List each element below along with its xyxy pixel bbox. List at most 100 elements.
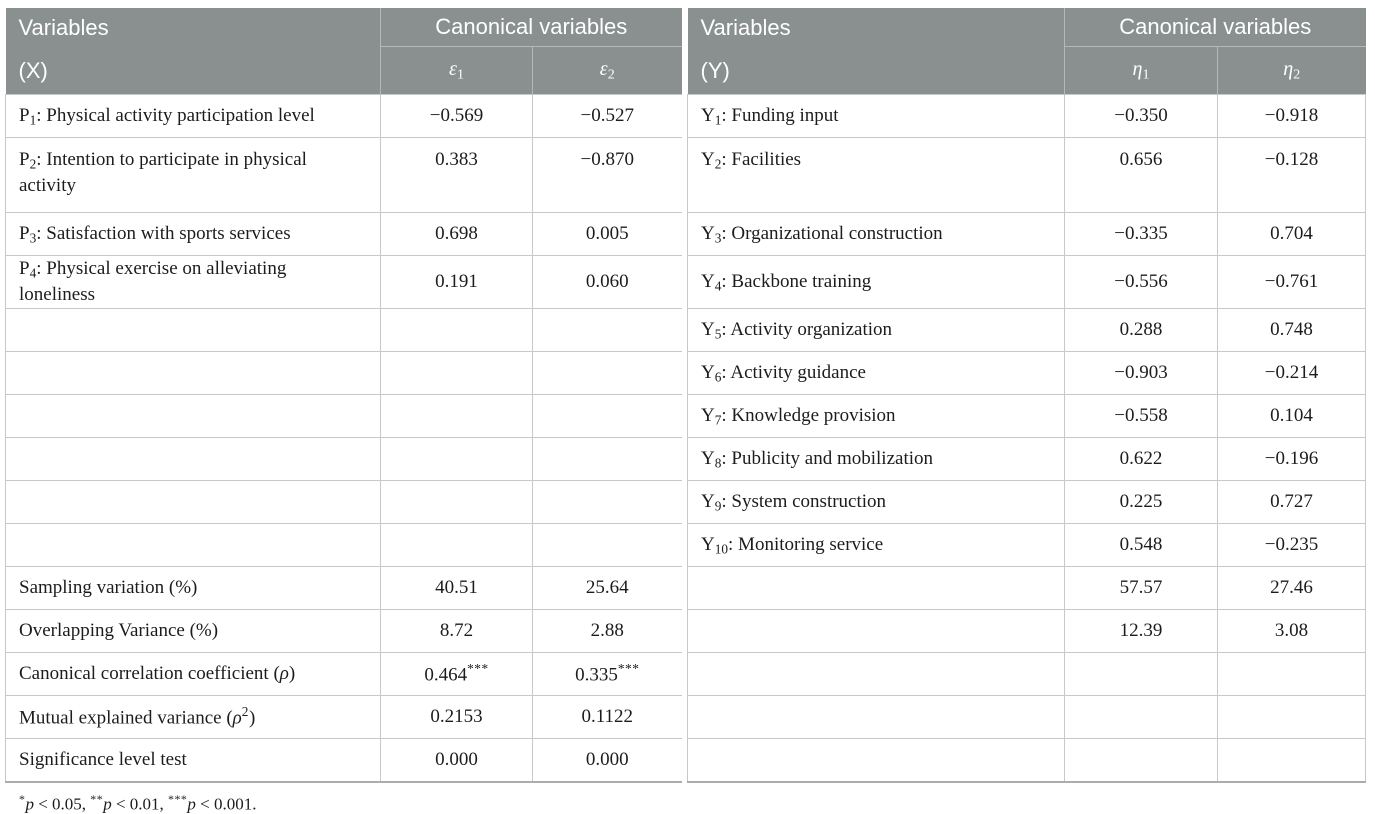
table-row: Y10: Monitoring service 0.548 −0.235: [5, 522, 1366, 567]
epsilon1-value: 0.000: [380, 737, 533, 783]
epsilon1-value: 0.2153: [380, 694, 533, 739]
y-variable-label: [687, 565, 1065, 610]
eta2-value: 0.704: [1217, 212, 1366, 256]
eta1-value: −0.558: [1064, 393, 1218, 438]
x-variable-label: Canonical correlation coefficient (ρ): [5, 651, 381, 696]
epsilon1-value: [380, 393, 533, 438]
header-variables-y-line2: (Y): [700, 57, 730, 83]
y-variable-label: Y8: Publicity and mobilization: [687, 436, 1065, 481]
epsilon1-value: −0.569: [380, 94, 533, 138]
eta1-value: 57.57: [1064, 565, 1218, 610]
epsilon2-value: 25.64: [532, 565, 682, 610]
table-row: Sampling variation (%) 40.51 25.64 57.57 27.…: [5, 565, 1366, 610]
table-split-gap: [681, 137, 688, 213]
table-header: Variables (X) Canonical variables Variab…: [5, 8, 1366, 95]
x-variable-label: Sampling variation (%): [5, 565, 381, 610]
eta2-value: −0.196: [1217, 436, 1366, 481]
eta2-value: 0.104: [1217, 393, 1366, 438]
x-variable-label: Significance level test: [5, 737, 381, 783]
table-split-gap: [681, 695, 688, 739]
epsilon2-value: [532, 350, 682, 395]
epsilon1-value: 40.51: [380, 565, 533, 610]
eta2-value: −0.235: [1217, 522, 1366, 567]
y-variable-label: Y4: Backbone training: [687, 255, 1065, 309]
table-split-gap: [681, 351, 688, 395]
y-variable-label: [687, 694, 1065, 739]
table-split-gap: [681, 308, 688, 352]
x-variable-label: [5, 479, 381, 524]
eta2-value: 27.46: [1217, 565, 1366, 610]
eta1-value: −0.335: [1064, 212, 1218, 256]
header-variables-y: Variables (Y): [687, 8, 1065, 95]
table-row: P2: Intention to participate in physical…: [5, 137, 1366, 213]
y-variable-label: Y9: System construction: [687, 479, 1065, 524]
y-variable-label: Y3: Organizational construction: [687, 212, 1065, 256]
header-eta1: η1: [1064, 46, 1218, 95]
table-row: Y8: Publicity and mobilization 0.622 −0.19…: [5, 436, 1366, 481]
eta1-value: −0.556: [1064, 255, 1218, 309]
eta2-value: −0.214: [1217, 350, 1366, 395]
epsilon1-value: [380, 307, 533, 352]
epsilon2-value: 2.88: [532, 608, 682, 653]
epsilon1-value: [380, 522, 533, 567]
eta1-value: 0.225: [1064, 479, 1218, 524]
eta1-value: 0.622: [1064, 436, 1218, 481]
canonical-correlation-table: Variables (X) Canonical variables Variab…: [5, 8, 1366, 783]
epsilon2-value: 0.000: [532, 737, 682, 783]
epsilon1-value: [380, 436, 533, 481]
eta2-value: −0.128: [1217, 137, 1366, 213]
epsilon1-value: [380, 479, 533, 524]
eta2-value: 0.748: [1217, 307, 1366, 352]
x-variable-label: P3: Satisfaction with sports services: [5, 212, 381, 256]
epsilon2-value: 0.005: [532, 212, 682, 256]
header-epsilon2: ε2: [532, 46, 682, 95]
epsilon1-value: [380, 350, 533, 395]
epsilon2-value: [532, 436, 682, 481]
eta2-value: −0.918: [1217, 94, 1366, 138]
x-variable-label: P4: Physical exercise on alleviating lon…: [5, 255, 381, 309]
x-variable-label: P2: Intention to participate in physical…: [5, 137, 381, 213]
eta1-value: 0.656: [1064, 137, 1218, 213]
epsilon1-value: 0.464***: [380, 651, 533, 696]
y-variable-label: Y7: Knowledge provision: [687, 393, 1065, 438]
eta1-value: [1064, 694, 1218, 739]
y-variable-label: [687, 737, 1065, 783]
table-split-gap: [681, 652, 688, 696]
header-variables-y-line1: Variables: [700, 15, 791, 40]
y-variable-label: [687, 608, 1065, 653]
x-variable-label: [5, 436, 381, 481]
epsilon1-value: 0.383: [380, 137, 533, 213]
epsilon2-value: −0.870: [532, 137, 682, 213]
eta1-value: 0.288: [1064, 307, 1218, 352]
epsilon2-value: [532, 479, 682, 524]
table-split-gap: [681, 8, 688, 95]
header-eta2: η2: [1217, 46, 1366, 95]
epsilon2-value: 0.335***: [532, 651, 682, 696]
epsilon2-value: 0.060: [532, 255, 682, 309]
table-split-gap: [681, 394, 688, 438]
epsilon2-value: −0.527: [532, 94, 682, 138]
table-row: Y7: Knowledge provision −0.558 0.104: [5, 393, 1366, 438]
eta1-value: [1064, 651, 1218, 696]
y-variable-label: Y1: Funding input: [687, 94, 1065, 138]
table-body: P1: Physical activity participation leve…: [5, 94, 1366, 783]
x-variable-label: Overlapping Variance (%): [5, 608, 381, 653]
x-variable-label: [5, 522, 381, 567]
eta2-value: [1217, 694, 1366, 739]
eta2-value: 0.727: [1217, 479, 1366, 524]
eta1-value: −0.350: [1064, 94, 1218, 138]
table-split-gap: [681, 738, 688, 782]
table-split-gap: [681, 523, 688, 567]
eta1-value: 0.548: [1064, 522, 1218, 567]
table-split-gap: [681, 94, 688, 138]
table-row: Y6: Activity guidance −0.903 −0.214: [5, 350, 1366, 395]
y-variable-label: Y2: Facilities: [687, 137, 1065, 213]
table-row: Y5: Activity organization 0.288 0.748: [5, 307, 1366, 352]
epsilon1-value: 8.72: [380, 608, 533, 653]
header-variables-x-line1: Variables: [18, 15, 109, 40]
x-variable-label: P1: Physical activity participation leve…: [5, 94, 381, 138]
eta1-value: −0.903: [1064, 350, 1218, 395]
header-variables-x-line2: (X): [18, 57, 48, 83]
epsilon1-value: 0.191: [380, 255, 533, 309]
